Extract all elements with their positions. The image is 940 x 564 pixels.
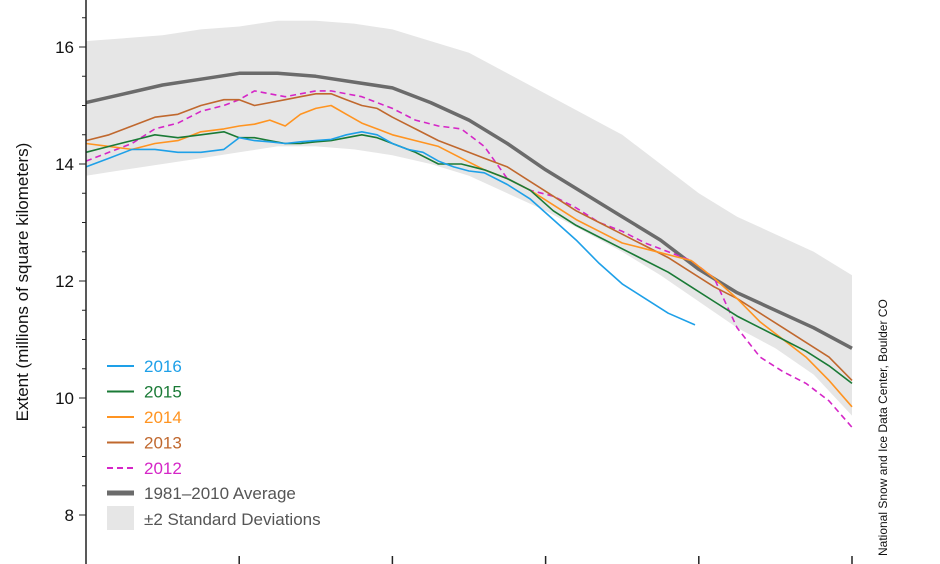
credit-text: National Snow and Ice Data Center, Bould… — [876, 299, 890, 556]
y-ticks: 8 10 12 14 16 — [55, 17, 86, 525]
series-line-2016 — [85, 131, 696, 326]
y-axis-title: Extent (millions of square kilometers) — [13, 143, 32, 422]
y-tick-label: 12 — [55, 272, 74, 291]
legend-label-band: ±2 Standard Deviations — [144, 510, 321, 529]
y-tick-label: 8 — [65, 506, 74, 525]
series-layer — [85, 71, 853, 428]
legend-label-2012: 2012 — [144, 459, 182, 478]
series-line-2015 — [85, 131, 853, 385]
average-line — [85, 71, 853, 350]
series-line-2014 — [85, 104, 853, 408]
y-tick-label: 10 — [55, 389, 74, 408]
legend-label-2014: 2014 — [144, 408, 182, 427]
legend-label-average: 1981–2010 Average — [144, 484, 296, 503]
x-ticks — [238, 556, 853, 564]
std-dev-band — [86, 20, 852, 416]
std-dev-band-layer — [86, 20, 852, 416]
series-line-2013 — [85, 93, 853, 381]
legend-label-2015: 2015 — [144, 383, 182, 402]
legend-label-2013: 2013 — [144, 434, 182, 453]
y-tick-label: 16 — [55, 38, 74, 57]
y-tick-label: 14 — [55, 155, 74, 174]
legend-swatch-band — [107, 506, 134, 530]
legend: 2016 2015 2014 2013 2012 1981–2010 Average ±… — [107, 357, 321, 530]
legend-label-2016: 2016 — [144, 357, 182, 376]
